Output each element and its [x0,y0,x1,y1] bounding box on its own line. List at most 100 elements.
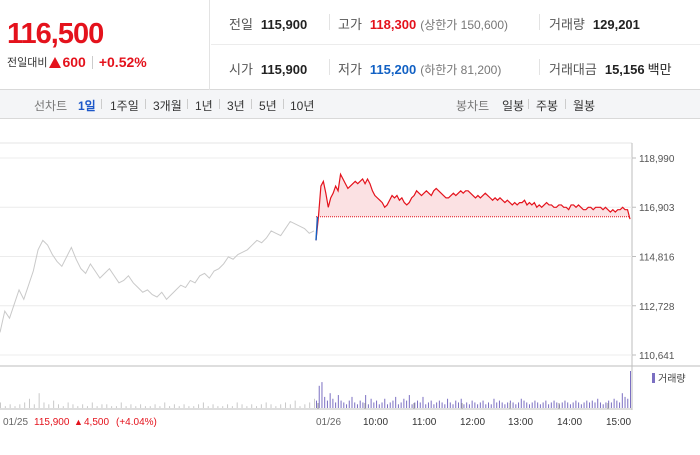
tab-1-year[interactable]: 1년 [195,99,213,113]
volume-bar [537,402,539,408]
volume-label: 거래량 [549,17,585,32]
volume-bar [501,402,503,408]
tab-3-years[interactable]: 3년 [227,99,245,113]
volume-bar [550,402,552,408]
high-value: 118,300 [369,17,417,32]
volume-bar [14,406,16,408]
volume-bar [436,402,438,408]
volume-bar [343,402,345,408]
volume-bar [504,404,506,408]
tab-daily-candle[interactable]: 일봉 [502,99,525,113]
volume-bar [392,400,394,408]
volume-bar [101,404,103,408]
volume-bar [482,400,484,408]
volume-bar [545,400,547,408]
y-tick-label: 118,990 [639,154,675,165]
line-chart-label: 선차트 [34,99,68,113]
tab-3-months[interactable]: 3개월 [153,99,182,113]
volume-bar [466,402,468,408]
tab-10-years[interactable]: 10년 [290,99,315,113]
volume-bar [627,398,629,408]
volume-bar [548,404,550,408]
today-area-fill [316,174,630,241]
quote-header: 116,500 전일대비 600 +0.52% 전일 115,900 고가 11… [0,0,700,90]
volume-bar [389,402,391,408]
volume-bar [414,402,416,408]
volume-bar [463,404,465,408]
volume-legend-label: 거래량 [658,373,686,385]
prev-day-price-line [0,220,315,333]
y-tick-label: 110,641 [639,351,675,362]
price-stats: 전일 115,900 고가 118,300 (상한가 150,600) 거래량 … [211,0,700,90]
volume-bar [370,398,372,408]
volume-bar [285,402,287,408]
divider [101,99,102,109]
volume-bar [316,400,317,408]
volume-bar [314,398,315,408]
volume-bar [53,400,55,408]
volume-bar [531,402,533,408]
volume-bar [422,396,424,408]
high-label: 고가 [338,17,362,32]
volume-bar [561,402,563,408]
trade-value-unit: 백만 [647,62,672,77]
volume-bar [82,404,84,408]
current-price: 116,500 [7,18,104,50]
high-stat: 고가 118,300 (상한가 150,600) [338,14,508,33]
volume-bar [602,404,604,408]
volume-bar [348,400,350,408]
volume-bar [332,398,334,408]
volume-bar [507,402,509,408]
volume-bar [289,404,291,408]
volume-bar [251,404,253,408]
lower-limit: (하한가 81,200) [420,63,502,77]
volume-bar [586,400,588,408]
volume-bar [256,406,258,408]
volume-bar [202,402,204,408]
volume-bar [183,404,185,408]
volume-bar [395,396,397,408]
volume-bar [159,406,161,408]
tab-1-day[interactable]: 1일 [78,99,96,113]
volume-bar [270,404,272,408]
volume-bar [326,400,328,408]
tab-1-week[interactable]: 1주일 [110,99,139,113]
volume-bar [77,406,79,408]
volume-bar [608,400,610,408]
volume-bar [493,398,495,408]
volume-bar [337,395,339,408]
tab-weekly-candle[interactable]: 주봉 [536,99,559,113]
volume-bar [212,404,214,408]
volume-bar [376,400,378,408]
volume-bar [438,400,440,408]
volume-bar [567,402,569,408]
tab-monthly-candle[interactable]: 월봉 [573,99,596,113]
volume-bar [386,404,388,408]
volume-bar [447,398,449,408]
trade-value-label: 거래대금 [549,62,597,77]
volume-bar [479,402,481,408]
volume-bar [321,382,323,408]
volume-bar [62,406,64,408]
low-label: 저가 [338,62,362,77]
volume-bar [217,406,219,408]
volume-bar [304,404,306,408]
volume-bar [207,406,209,408]
volume-bar [384,398,386,408]
divider [539,14,540,30]
x-tick-label: 15:00 [606,417,631,428]
volume-bar [67,402,69,408]
volume-bar [520,398,522,408]
volume-bar [400,402,402,408]
volume-bar [0,402,1,408]
tab-5-years[interactable]: 5년 [259,99,277,113]
volume-bar [91,402,93,408]
divider [283,99,284,109]
open-stat: 시가 115,900 [229,59,307,78]
y-axis: 118,990 116,903 114,816 112,728 110,641 [632,154,675,362]
divider [329,14,330,30]
divider [187,99,188,109]
volume-bar [490,404,492,408]
volume-bar [33,404,35,408]
volume-bar [28,398,30,408]
